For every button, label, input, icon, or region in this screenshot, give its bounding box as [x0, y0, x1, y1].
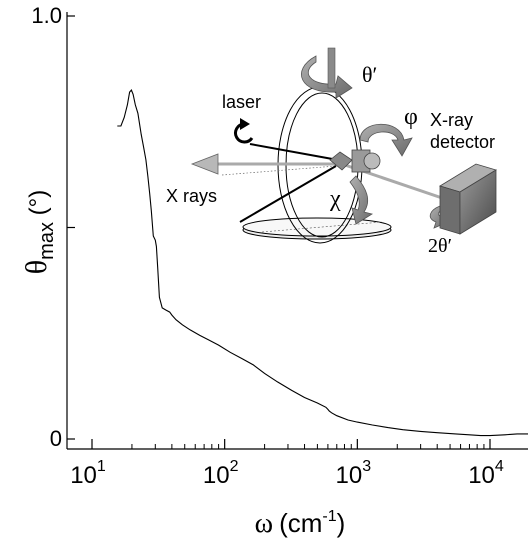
y-axis-label-unit: (°) [25, 190, 52, 222]
x-axis-label-sup: -1 [322, 508, 336, 525]
theta-prime-post [327, 47, 336, 89]
x-axis-label-unit: (cm [279, 508, 322, 538]
x-tick-label-0: 101 [70, 458, 106, 489]
xray-dotted [221, 165, 337, 176]
base-plate-top [242, 217, 392, 237]
y-axis-label-symbol: θ [20, 260, 53, 274]
theta-prime-label: θ′ [362, 62, 377, 87]
axes: 01.0 101 102 103 104 [31, 3, 528, 489]
phi-arrow [359, 123, 413, 157]
xrays-label: X rays [166, 186, 217, 206]
y-axis-label: θmax (°) [20, 190, 58, 274]
laser-line-2 [239, 165, 337, 223]
xray-detector-box-side [459, 169, 497, 235]
series-line [117, 88, 528, 437]
two-theta-prime-label: 2θ′ [428, 235, 452, 257]
x-axis-label-symbol: ω [255, 508, 273, 539]
laser-label: laser [222, 92, 261, 112]
inset-schematic: θ′ laser φ X-ray detector X rays χ 2θ′ [166, 47, 497, 257]
y-ticks: 01.0 [31, 3, 75, 451]
laser-rotation-icon [234, 122, 254, 144]
x-axis-label-close: ) [337, 508, 346, 538]
theta-prime-arrow [301, 55, 353, 99]
y-tick-label-0: 0 [50, 426, 62, 451]
x-tick-label-2: 103 [336, 458, 372, 489]
base-plate-line [261, 221, 383, 233]
x-tick-label-3: 104 [468, 458, 504, 489]
laser-line-1 [249, 143, 339, 161]
xray-detector-box-front [439, 185, 461, 235]
y-tick-label-2: 1.0 [31, 3, 62, 28]
goniometer-dial [363, 152, 381, 170]
x-axis-label: ω (cm-1) [255, 508, 346, 539]
laser-rotation-arrowhead [240, 118, 250, 130]
x-tick-label-1: 102 [203, 458, 239, 489]
chi-label: χ [329, 186, 341, 212]
phi-label: φ [404, 104, 418, 130]
xray-detector-label-1: X-ray [430, 110, 473, 130]
x-ticks: 101 102 103 104 [70, 439, 504, 489]
xray-source [190, 153, 219, 175]
xray-detector-label-2: detector [430, 132, 495, 152]
y-axis-label-sub: max [36, 222, 58, 260]
chi-arrow [349, 175, 374, 225]
